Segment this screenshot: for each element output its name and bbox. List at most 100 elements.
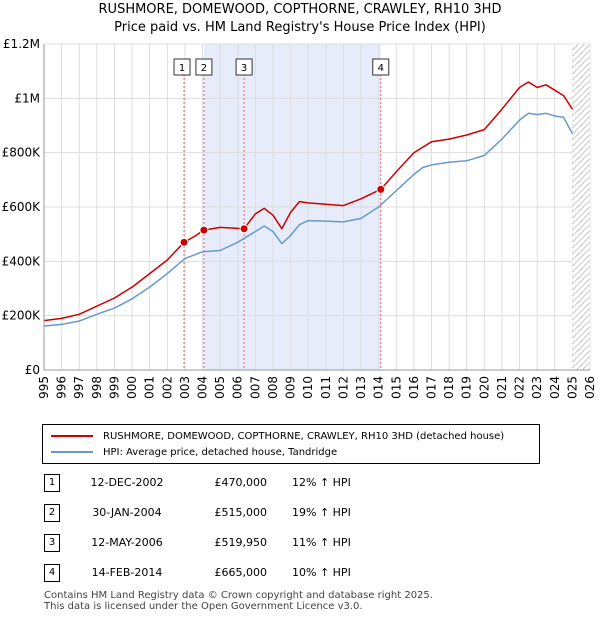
transaction-number: 2 <box>44 504 60 522</box>
table-row: 1 12-DEC-2002 £470,000 12% ↑ HPI <box>42 474 522 492</box>
hatch-stroke <box>572 254 590 273</box>
sale-label: 3 <box>241 63 247 74</box>
hatch-stroke <box>572 212 590 231</box>
x-tick-label: 2009 <box>284 376 298 400</box>
hatch-stroke <box>572 128 590 147</box>
hatch-stroke <box>572 200 590 219</box>
legend-swatch-hpi <box>51 451 93 453</box>
x-tick-label: 2015 <box>389 376 403 400</box>
x-tick-label: 2004 <box>196 376 210 400</box>
hatch-stroke <box>572 0 590 8</box>
x-tick-label: 2014 <box>372 376 386 400</box>
hatch-stroke <box>572 92 590 111</box>
hatch-stroke <box>572 332 590 351</box>
attribution-line-2: This data is licensed under the Open Gov… <box>44 601 363 612</box>
y-tick-label: £400K <box>2 254 42 268</box>
x-tick-label: 2026 <box>583 376 597 400</box>
x-tick-label: 1995 <box>37 376 51 400</box>
table-row: 4 14-FEB-2014 £665,000 10% ↑ HPI <box>42 564 522 582</box>
hatch-stroke <box>572 176 590 195</box>
hatch-stroke <box>572 68 590 87</box>
hatch-stroke <box>572 302 590 321</box>
legend-item-price: RUSHMORE, DOMEWOOD, COPTHORNE, CRAWLEY, … <box>51 429 504 443</box>
transaction-price: £515,000 <box>214 506 268 519</box>
hatch-stroke <box>572 44 573 45</box>
transaction-hpi-change: 10% ↑ HPI <box>292 566 351 579</box>
y-tick-label: £0 <box>25 363 40 377</box>
transaction-date: 12-DEC-2002 <box>90 476 164 489</box>
transaction-price: £470,000 <box>214 476 268 489</box>
x-tick-label: 1996 <box>55 376 69 400</box>
hatch-stroke <box>572 230 590 249</box>
hatch-stroke <box>572 284 590 303</box>
sale-label: 2 <box>201 63 207 74</box>
legend-label-price: RUSHMORE, DOMEWOOD, COPTHORNE, CRAWLEY, … <box>103 430 505 442</box>
hatch-stroke <box>572 326 590 345</box>
hatch-stroke <box>572 170 590 189</box>
y-tick-label: £1M <box>14 91 40 105</box>
hpi-line <box>43 112 574 327</box>
table-row: 3 12-MAY-2006 £519,950 11% ↑ HPI <box>42 534 522 552</box>
hatch-stroke <box>572 44 579 51</box>
chart-subtitle: Price paid vs. HM Land Registry's House … <box>114 20 486 35</box>
hatch-stroke <box>572 320 590 339</box>
x-tick-label: 2002 <box>160 376 174 400</box>
hatch-stroke <box>572 44 590 63</box>
x-tick-label: 2020 <box>477 376 491 400</box>
sale-label: 4 <box>378 63 384 74</box>
legend-item-hpi: HPI: Average price, detached house, Tand… <box>51 445 337 459</box>
x-tick-label: 1998 <box>90 376 104 400</box>
x-tick-label: 2010 <box>301 376 315 400</box>
hatch-stroke <box>572 8 590 26</box>
y-tick-label: £1.2M <box>3 37 40 51</box>
hatch-stroke <box>572 344 590 363</box>
hatch-stroke <box>575 356 590 370</box>
sale-point <box>199 225 209 235</box>
hatch-stroke <box>572 20 590 38</box>
x-tick-label: 2016 <box>407 376 421 400</box>
hatch-stroke <box>572 0 590 14</box>
sale-point <box>179 237 189 247</box>
hatch-stroke <box>572 158 590 177</box>
x-tick-label: 2012 <box>336 376 350 400</box>
x-tick-label: 1997 <box>72 376 86 400</box>
x-tick-label: 2008 <box>266 376 280 400</box>
x-tick-label: 2013 <box>354 376 368 400</box>
x-tick-label: 2007 <box>248 376 262 400</box>
hatch-stroke <box>572 308 590 327</box>
hatch-stroke <box>572 278 590 297</box>
transaction-price: £519,950 <box>214 536 268 549</box>
sale-label: 1 <box>179 63 185 74</box>
x-tick-label: 2011 <box>319 376 333 400</box>
x-tick-label: 2019 <box>460 376 474 400</box>
x-tick-label: 2024 <box>548 376 562 400</box>
x-tick-label: 2025 <box>565 376 579 400</box>
legend-swatch-price <box>51 435 93 437</box>
price-paid-line <box>43 81 574 322</box>
hatch-stroke <box>572 206 590 225</box>
hatch-stroke <box>572 122 590 141</box>
hatch-stroke <box>572 80 590 99</box>
hatch-stroke <box>581 362 590 370</box>
transaction-date: 30-JAN-2004 <box>92 506 162 519</box>
hatch-stroke <box>572 140 590 159</box>
hatch-stroke <box>572 98 590 117</box>
hatch-stroke <box>572 116 590 135</box>
transaction-hpi-change: 11% ↑ HPI <box>292 536 351 549</box>
hatch-background <box>572 44 590 370</box>
sale-label-box <box>235 58 253 76</box>
sale-point <box>376 184 386 194</box>
hatch-stroke <box>572 224 590 243</box>
transaction-number: 4 <box>44 564 60 582</box>
sale-label-box <box>195 58 213 76</box>
y-tick-label: £800K <box>2 146 42 160</box>
hatch-stroke <box>572 146 590 165</box>
hatch-stroke <box>572 2 590 20</box>
hatch-stroke <box>572 134 590 153</box>
hatch-stroke <box>572 314 590 333</box>
chart-title: RUSHMORE, DOMEWOOD, COPTHORNE, CRAWLEY, … <box>98 2 502 17</box>
y-tick-label: £200K <box>2 309 42 323</box>
hatch-stroke <box>572 86 590 105</box>
transaction-price: £665,000 <box>214 566 268 579</box>
legend-label-hpi: HPI: Average price, detached house, Tand… <box>103 446 338 458</box>
